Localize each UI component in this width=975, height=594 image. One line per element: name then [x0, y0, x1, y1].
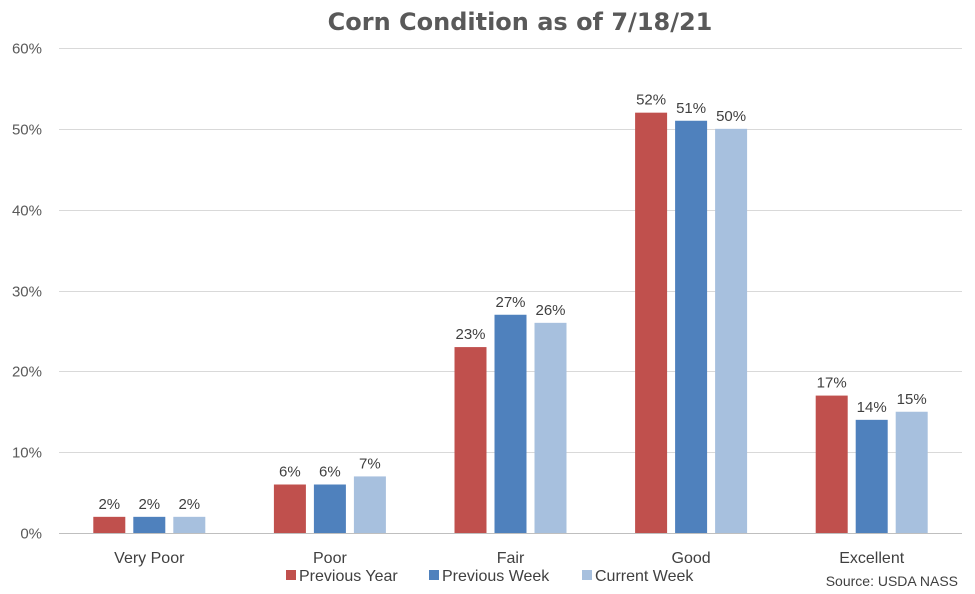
data-label: 51% — [676, 100, 706, 117]
data-label: 2% — [138, 496, 160, 513]
bar — [494, 314, 527, 533]
x-category-label: Poor — [313, 550, 347, 567]
data-label: 6% — [319, 464, 341, 481]
y-tick-label: 10% — [12, 445, 42, 462]
bars — [93, 112, 928, 534]
legend: Previous Year Previous Week Current Week — [286, 568, 694, 585]
legend-swatch — [286, 570, 296, 580]
chart-title: Corn Condition as of 7/18/21 — [328, 8, 713, 36]
data-label: 2% — [178, 496, 200, 513]
bar — [815, 395, 848, 533]
bar — [534, 322, 567, 533]
x-category-label: Very Poor — [114, 550, 185, 567]
source-note: Source: USDA NASS — [826, 573, 958, 589]
bar — [93, 516, 126, 533]
x-category-label: Good — [672, 550, 711, 567]
legend-swatch — [582, 570, 592, 580]
bar — [715, 128, 748, 534]
y-tick-label: 0% — [20, 526, 42, 543]
data-label: 14% — [857, 399, 887, 416]
bar — [675, 120, 708, 533]
data-label: 15% — [897, 391, 927, 408]
bar — [273, 484, 306, 533]
x-category-label: Excellent — [839, 550, 904, 567]
y-tick-label: 20% — [12, 364, 42, 381]
bar — [635, 112, 668, 534]
legend-label: Previous Year — [299, 568, 398, 585]
data-label: 2% — [98, 496, 120, 513]
data-labels: 2% 2% 2% 6% 6% 7% 23% 27% 26% 52% 51% 50% 17% 14% 15% — [98, 92, 926, 513]
bar — [313, 484, 346, 533]
bar — [133, 516, 166, 533]
data-label: 23% — [455, 326, 485, 343]
data-label: 17% — [817, 375, 847, 392]
data-label: 6% — [279, 464, 301, 481]
x-axis-categories: Very Poor Poor Fair Good Excellent — [114, 550, 905, 567]
y-tick-label: 30% — [12, 284, 42, 301]
y-tick-label: 60% — [12, 41, 42, 58]
bar — [454, 347, 487, 533]
bar — [353, 476, 386, 533]
legend-swatch — [429, 570, 439, 580]
y-tick-label: 40% — [12, 203, 42, 220]
y-axis-ticks: 0% 10% 20% 30% 40% 50% 60% — [12, 41, 42, 543]
data-label: 52% — [636, 92, 666, 109]
data-label: 7% — [359, 455, 381, 472]
bar — [173, 516, 206, 533]
x-category-label: Fair — [497, 550, 525, 567]
data-label: 50% — [716, 108, 746, 125]
data-label: 27% — [495, 294, 525, 311]
data-label: 26% — [535, 302, 565, 319]
bar — [895, 411, 928, 533]
legend-label: Current Week — [595, 568, 694, 585]
bar — [855, 419, 888, 533]
legend-label: Previous Week — [442, 568, 550, 585]
y-tick-label: 50% — [12, 122, 42, 139]
